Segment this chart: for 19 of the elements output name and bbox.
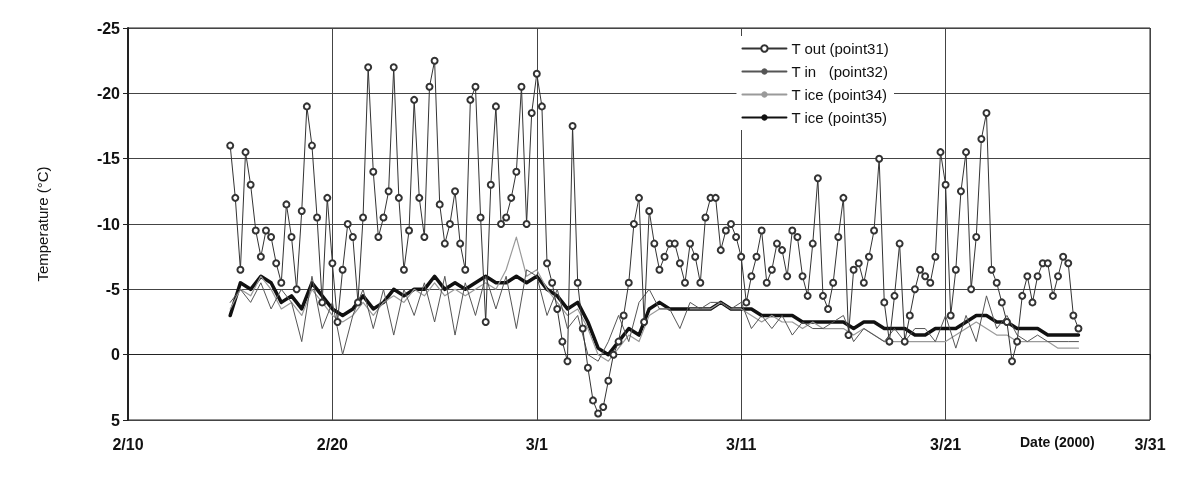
y-tick-label: 0 bbox=[111, 346, 121, 364]
y-tick-label: 5 bbox=[111, 411, 121, 429]
x-axis-title: Date (2000) bbox=[1020, 433, 1095, 450]
x-tick-label: 3/1 bbox=[525, 435, 549, 453]
legend-label: T out (point31) bbox=[791, 40, 889, 57]
legend-label: T ice (point35) bbox=[791, 109, 888, 126]
x-tick-label: 2/20 bbox=[316, 435, 349, 453]
x-tick-label: 3/21 bbox=[930, 435, 962, 453]
x-tick-label: 2/10 bbox=[112, 435, 144, 453]
y-tick-label: -5 bbox=[105, 280, 121, 298]
x-tick-label: 3/31 bbox=[1134, 435, 1166, 453]
y-tick-label: -25 bbox=[96, 19, 121, 37]
legend-label: T ice (point34) bbox=[791, 86, 888, 103]
y-tick-label: -10 bbox=[96, 215, 121, 233]
legend-label: T in (point32) bbox=[791, 63, 888, 80]
y-axis-title: Temperature (°C) bbox=[34, 166, 51, 282]
y-tick-label: -20 bbox=[96, 84, 121, 102]
x-tick-label: 3/11 bbox=[726, 435, 757, 453]
y-tick-label: -15 bbox=[96, 150, 121, 168]
